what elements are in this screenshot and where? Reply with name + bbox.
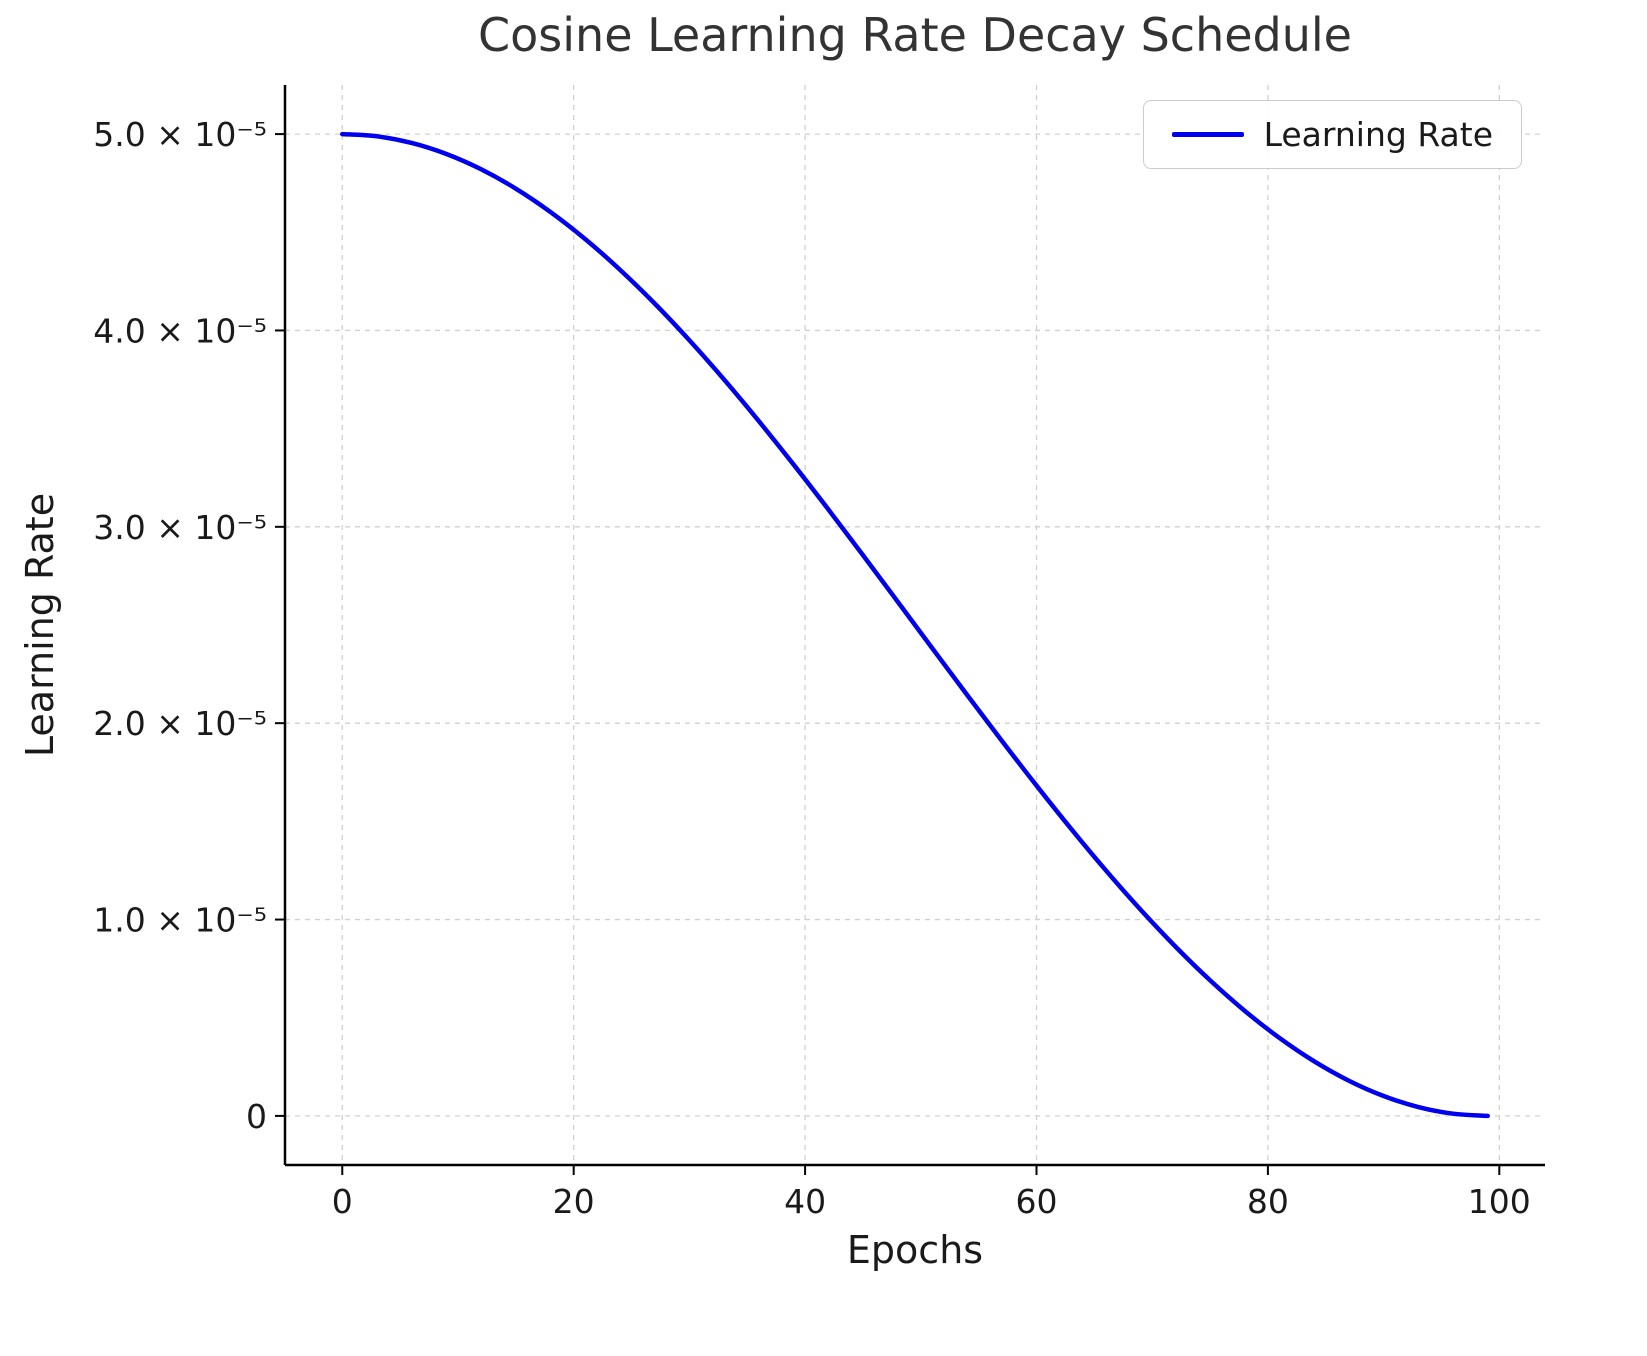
chart-title: Cosine Learning Rate Decay Schedule <box>478 8 1352 62</box>
y-tick-label: 4.0 × 10⁻⁵ <box>93 311 267 350</box>
legend: Learning Rate <box>1142 100 1522 169</box>
x-tick-label: 0 <box>332 1182 353 1221</box>
y-tick-label: 2.0 × 10⁻⁵ <box>93 704 267 743</box>
x-tick-label: 100 <box>1468 1182 1531 1221</box>
learning-rate-curve <box>340 131 1490 1119</box>
x-tick-label: 20 <box>553 1182 595 1221</box>
y-tick-label: 0 <box>246 1097 267 1136</box>
legend-label: Learning Rate <box>1263 115 1493 154</box>
legend-line-sample <box>1171 132 1244 137</box>
y-tick-label: 3.0 × 10⁻⁵ <box>93 508 267 547</box>
x-tick-label: 60 <box>1015 1182 1057 1221</box>
y-tick-label: 5.0 × 10⁻⁵ <box>93 115 267 154</box>
x-tick-label: 40 <box>784 1182 826 1221</box>
x-tick-label: 80 <box>1247 1182 1289 1221</box>
y-tick-label: 1.0 × 10⁻⁵ <box>93 901 267 940</box>
x-axis-label: Epochs <box>846 1228 984 1272</box>
y-axis-label: Learning Rate <box>18 492 62 758</box>
